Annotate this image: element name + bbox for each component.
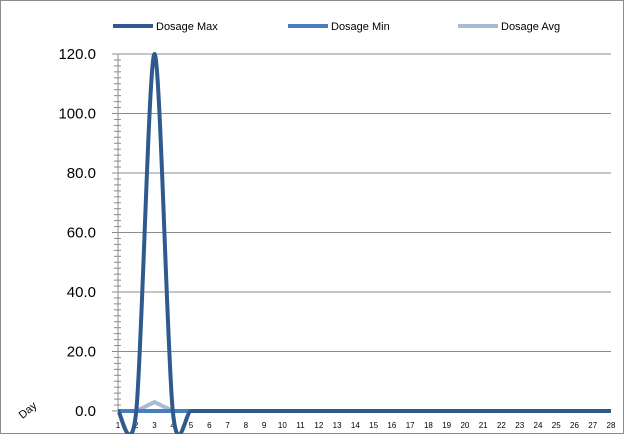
y-tick-label: 0.0 — [75, 403, 96, 420]
x-tick-label: 14 — [351, 421, 360, 430]
x-tick-label: 17 — [406, 421, 415, 430]
x-tick-label: 21 — [479, 421, 488, 430]
y-tick-label: 60.0 — [67, 225, 96, 242]
x-tick-label: 20 — [460, 421, 469, 430]
x-tick-label: 10 — [278, 421, 287, 430]
x-tick-label: 5 — [189, 421, 194, 430]
x-tick-label: 12 — [314, 421, 323, 430]
y-tick-label: 80.0 — [67, 165, 96, 182]
x-tick-label: 24 — [534, 421, 543, 430]
x-tick-label: 11 — [296, 421, 305, 430]
legend: Dosage Max Dosage Min Dosage Avg — [113, 21, 560, 33]
legend-label: Dosage Min — [331, 21, 390, 33]
x-tick-label: 26 — [570, 421, 579, 430]
legend-label: Dosage Avg — [501, 21, 560, 33]
x-tick-label: 3 — [152, 421, 157, 430]
x-tick-label: 18 — [424, 421, 433, 430]
x-tick-label: 6 — [207, 421, 212, 430]
x-tick-label: 13 — [333, 421, 342, 430]
legend-label: Dosage Max — [156, 21, 218, 33]
y-axis-ticks: 0.0 20.0 40.0 60.0 80.0 100.0 120.0 — [58, 46, 96, 420]
x-tick-label: 7 — [225, 421, 230, 430]
x-tick-label: 8 — [244, 421, 249, 430]
y-tick-label: 120.0 — [58, 46, 96, 63]
x-tick-label: 2 — [134, 421, 139, 430]
y-tick-label: 40.0 — [67, 284, 96, 301]
series-line-dosage-max — [116, 52, 611, 434]
x-tick-label: 15 — [369, 421, 378, 430]
x-tick-label: 27 — [588, 421, 597, 430]
y-tick-label: 100.0 — [58, 106, 96, 123]
x-tick-label: 19 — [442, 421, 451, 430]
x-tick-label: 1 — [116, 421, 121, 430]
x-tick-label: 23 — [515, 421, 524, 430]
series-lines — [116, 52, 611, 434]
x-tick-label: 16 — [387, 421, 396, 430]
grid-lines — [118, 53, 611, 412]
x-tick-label: 22 — [497, 421, 506, 430]
x-tick-label: 28 — [607, 421, 616, 430]
x-axis-label: Day — [17, 399, 40, 421]
x-tick-label: 9 — [262, 421, 267, 430]
x-axis-ticks: 1 2 3 4 5 6 7 8 9 10 11 12 13 14 15 16 17 18 19 20 21 22 23 24 2… — [116, 421, 616, 430]
y-tick-label: 20.0 — [67, 344, 96, 361]
x-tick-label: 25 — [552, 421, 561, 430]
